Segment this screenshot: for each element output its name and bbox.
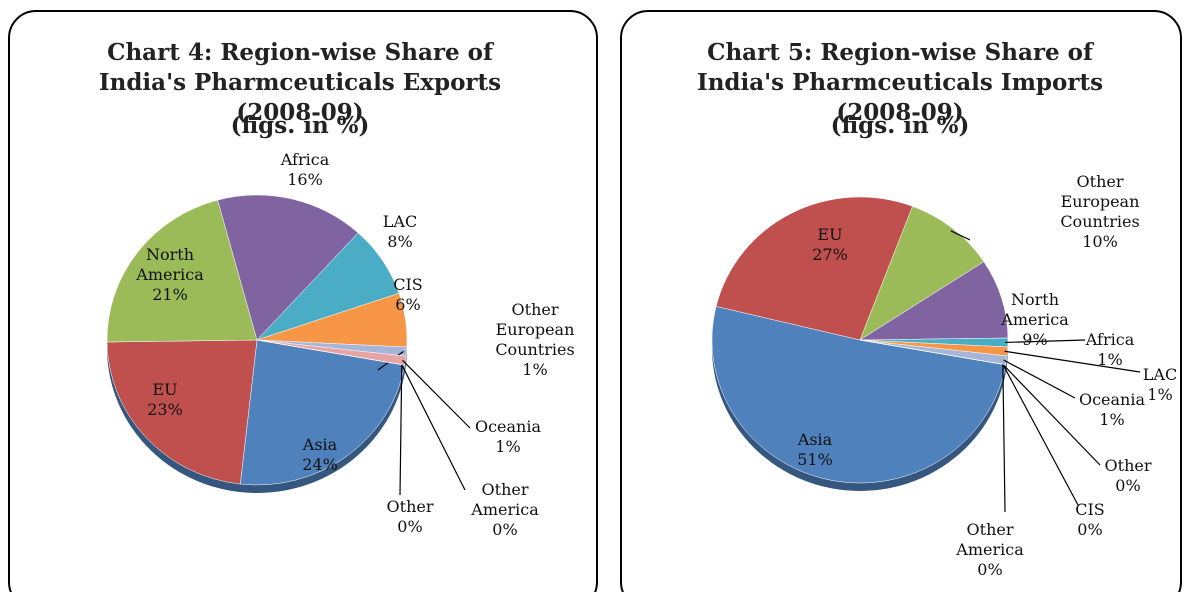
chart-subtitle: (figs. in %) bbox=[830, 112, 970, 139]
slice-label: North America 21% bbox=[115, 245, 225, 305]
value-label: 9% bbox=[1022, 330, 1048, 349]
leader-line bbox=[1004, 350, 1141, 373]
slice-label: Other European Countries 1% bbox=[480, 300, 590, 380]
value-label: 0% bbox=[492, 520, 518, 539]
slice-label: Other European Countries 10% bbox=[1045, 172, 1155, 252]
category-label: LAC bbox=[382, 212, 418, 231]
category-label: Oceania bbox=[474, 417, 542, 436]
category-label: Oceania bbox=[1078, 390, 1146, 409]
slice-label: EU 27% bbox=[775, 225, 885, 265]
slice-label: Asia 24% bbox=[265, 435, 375, 475]
pie-slice bbox=[859, 339, 1006, 366]
slice-label: Oceania 1% bbox=[453, 417, 563, 457]
category-label: LAC bbox=[1142, 365, 1178, 384]
value-label: 1% bbox=[522, 360, 548, 379]
pie-slice bbox=[240, 339, 406, 486]
value-label: 1% bbox=[1097, 350, 1123, 369]
leader-line bbox=[401, 364, 466, 491]
category-label: Africa bbox=[1085, 330, 1135, 349]
value-label: 0% bbox=[1115, 476, 1141, 495]
slice-label: Other America 0% bbox=[935, 520, 1045, 580]
leader-line bbox=[1004, 339, 1086, 344]
leader-line bbox=[399, 364, 403, 496]
leader-line bbox=[402, 359, 471, 429]
pie-slice bbox=[859, 261, 1009, 341]
value-label: 23% bbox=[147, 400, 183, 419]
value-label: 51% bbox=[797, 450, 833, 469]
pie-slice bbox=[256, 339, 405, 366]
category-label: Other European Countries bbox=[1060, 172, 1140, 231]
pie-slice bbox=[106, 199, 258, 343]
category-label: Other America bbox=[956, 520, 1024, 559]
leader-line bbox=[1002, 363, 1101, 466]
chart-title: Chart 4: Region-wise Share of India's Ph… bbox=[98, 39, 502, 126]
value-label: 16% bbox=[287, 170, 323, 189]
category-label: EU bbox=[817, 225, 843, 244]
category-label: Other European Countries bbox=[495, 300, 575, 359]
chart-frame bbox=[8, 10, 598, 592]
slice-label: Other America 0% bbox=[450, 480, 560, 540]
category-label: Other bbox=[1104, 456, 1152, 475]
leader-line bbox=[1003, 359, 1076, 399]
category-label: Other America bbox=[471, 480, 539, 519]
category-label: Asia bbox=[302, 435, 338, 454]
value-label: 21% bbox=[152, 285, 188, 304]
pie-slice bbox=[106, 339, 258, 485]
value-label: 0% bbox=[977, 560, 1003, 579]
category-label: CIS bbox=[1075, 500, 1105, 519]
slice-label: North America 9% bbox=[980, 290, 1090, 350]
value-label: 6% bbox=[395, 295, 421, 314]
category-label: CIS bbox=[393, 275, 423, 294]
value-label: 8% bbox=[387, 232, 413, 251]
category-label: North America bbox=[1001, 290, 1069, 329]
slice-label: CIS 6% bbox=[353, 275, 463, 315]
value-label: 27% bbox=[812, 245, 848, 264]
pie-slice bbox=[217, 194, 359, 341]
slice-label: Africa 1% bbox=[1055, 330, 1165, 370]
category-label: Other bbox=[386, 497, 434, 516]
leader-line bbox=[1002, 364, 1006, 513]
value-label: 1% bbox=[1099, 410, 1125, 429]
value-label: 24% bbox=[302, 455, 338, 474]
chart-subtitle: (figs. in %) bbox=[230, 112, 370, 139]
pie-slice bbox=[711, 306, 1007, 484]
slice-label: LAC 1% bbox=[1105, 365, 1187, 405]
slice-label: Oceania 1% bbox=[1057, 390, 1167, 430]
category-label: North America bbox=[136, 245, 204, 284]
chart-title: Chart 5: Region-wise Share of India's Ph… bbox=[696, 39, 1104, 126]
category-label: EU bbox=[152, 380, 178, 399]
value-label: 1% bbox=[495, 437, 521, 456]
value-label: 0% bbox=[397, 517, 423, 536]
leader-line bbox=[1002, 364, 1079, 506]
leader-line bbox=[950, 230, 971, 241]
slice-label: Asia 51% bbox=[760, 430, 870, 470]
value-label: 10% bbox=[1082, 232, 1118, 251]
pie-slice bbox=[859, 206, 985, 341]
slice-label: LAC 8% bbox=[345, 212, 455, 252]
value-label: 0% bbox=[1077, 520, 1103, 539]
slice-label: Other 0% bbox=[355, 497, 465, 537]
slice-label: Other 0% bbox=[1073, 456, 1183, 496]
slice-label: CIS 0% bbox=[1035, 500, 1145, 540]
pie-slice bbox=[715, 196, 913, 341]
value-label: 1% bbox=[1147, 385, 1173, 404]
category-label: Africa bbox=[280, 150, 330, 169]
category-label: Asia bbox=[797, 430, 833, 449]
chart-frame bbox=[620, 10, 1182, 592]
slice-label: EU 23% bbox=[110, 380, 220, 420]
slice-label: Africa 16% bbox=[250, 150, 360, 190]
